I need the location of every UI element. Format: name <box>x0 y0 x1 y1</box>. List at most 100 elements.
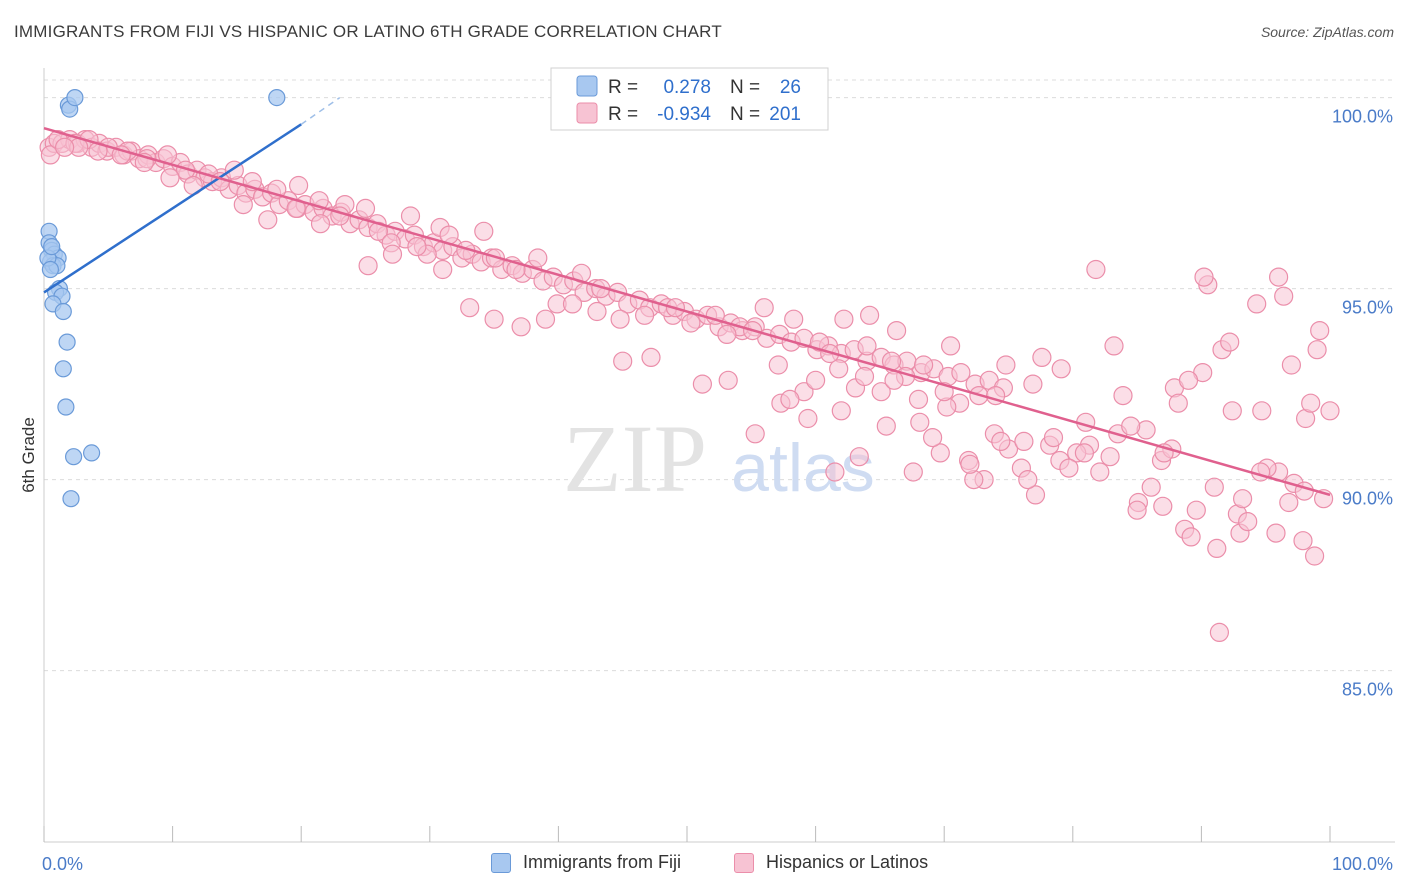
hisp-point-271 <box>829 359 849 379</box>
hisp-point-237 <box>1141 477 1161 497</box>
hisp-point-168 <box>930 443 950 463</box>
axis-labels: 100.0% 95.0% 90.0% 85.0% 0.0% 100.0% 6th Grade <box>19 107 1393 874</box>
hisp-point-120 <box>474 221 494 241</box>
fiji-point-13 <box>54 302 72 321</box>
hisp-point-225 <box>871 382 891 402</box>
hisp-point-257 <box>1207 538 1227 559</box>
hisp-point-275 <box>1209 622 1230 643</box>
hisp-point-240 <box>1059 458 1079 478</box>
hisp-point-209 <box>1279 492 1299 513</box>
hisp-point-255 <box>1268 267 1289 287</box>
trend-lines <box>43 96 1331 497</box>
fiji-trend-line <box>43 123 302 294</box>
hisp-point-143 <box>1023 374 1043 394</box>
hisp-point-134 <box>784 309 804 329</box>
hisp-point-266 <box>960 454 980 474</box>
fiji-point-22 <box>66 88 84 107</box>
hisp-point-185 <box>484 309 504 329</box>
hisp-point-213 <box>1186 500 1206 520</box>
legend-r-label-hisp: R = <box>608 104 638 125</box>
hisp-point-176 <box>718 370 738 390</box>
hisp-point-128 <box>634 305 655 325</box>
hisp-point-205 <box>1281 355 1302 375</box>
y-tick-label-100: 100.0% <box>1332 107 1393 127</box>
hisp-point-183 <box>535 309 556 329</box>
hisp-point-256 <box>1232 489 1253 509</box>
hisp-point-189 <box>382 244 403 264</box>
hisp-point-254 <box>1307 340 1327 360</box>
hisp-point-112 <box>355 198 376 218</box>
hisp-point-234 <box>1220 332 1240 352</box>
axes <box>43 68 1395 843</box>
hisp-point-238 <box>1113 386 1133 406</box>
hisp-point-253 <box>1310 321 1330 341</box>
hisp-point-115 <box>400 206 421 226</box>
hisp-point-187 <box>433 259 453 280</box>
hisp-point-277 <box>1153 496 1173 516</box>
hisp-point-276 <box>1181 527 1201 547</box>
hisp-point-232 <box>1274 286 1294 306</box>
hisp-point-204 <box>1301 393 1321 413</box>
y-tick-label-95: 95.0% <box>1342 298 1393 318</box>
legend-r-value-hisp: -0.934 <box>657 104 711 125</box>
legend-box: R = 0.278 N = 26 R = -0.934 N = 201 <box>550 67 829 131</box>
hisp-point-247 <box>884 370 904 390</box>
hisp-point-179 <box>641 347 661 367</box>
x-tick-label-0: 0.0% <box>42 854 83 874</box>
bottom-legend-fiji: Immigrants from Fiji <box>491 852 681 873</box>
hisp-point-216 <box>1104 336 1124 356</box>
hisp-point-150 <box>1222 401 1242 421</box>
hisp-point-273 <box>1266 523 1286 543</box>
fiji-point-18 <box>82 444 101 462</box>
hisp-point-186 <box>460 298 480 318</box>
hisp-point-219 <box>1025 485 1046 505</box>
legend-r-label-fiji: R = <box>608 77 638 98</box>
hisp-point-140 <box>940 336 961 356</box>
hisp-point-162 <box>1090 462 1110 482</box>
legend-n-value-hisp: 201 <box>769 104 801 125</box>
x-tick-label-100: 100.0% <box>1332 854 1393 874</box>
hisp-point-181 <box>587 301 607 322</box>
hisp-point-194 <box>258 210 278 230</box>
chart-title: IMMIGRANTS FROM FIJI VS HISPANIC OR LATI… <box>14 22 722 41</box>
hisp-point-242 <box>1018 470 1038 490</box>
hisp-point-188 <box>407 237 427 257</box>
fiji-point-25 <box>43 238 61 256</box>
hisp-point-133 <box>754 298 774 318</box>
hisp-point-201 <box>88 141 108 161</box>
hisp-point-184 <box>511 317 531 337</box>
hisp-point-248 <box>857 336 877 356</box>
hisp-point-260 <box>1127 500 1147 520</box>
bottom-legend-hisp: Hispanics or Latinos <box>734 852 928 873</box>
fiji-point-24 <box>41 260 60 279</box>
hisp-point-239 <box>1086 259 1106 280</box>
hisp-point-158 <box>1204 477 1224 497</box>
hisp-point-151 <box>1252 401 1272 421</box>
hisp-point-182 <box>562 294 583 314</box>
hispanic-points <box>39 130 1340 643</box>
bottom-legend: Immigrants from Fiji Hispanics or Latino… <box>0 852 1406 878</box>
hisp-point-175 <box>745 424 765 444</box>
hisp-point-172 <box>825 462 845 482</box>
hisp-point-173 <box>798 408 818 429</box>
hisp-point-241 <box>1032 347 1052 367</box>
hisp-point-274 <box>1238 511 1258 532</box>
hisp-point-251 <box>780 389 800 409</box>
legend-r-value-fiji: 0.278 <box>663 77 711 98</box>
hisp-point-123 <box>528 248 548 268</box>
fiji-trend-extension <box>300 96 341 125</box>
hisp-point-223 <box>922 428 943 448</box>
bottom-legend-label-hisp: Hispanics or Latinos <box>766 852 929 872</box>
fiji-point-15 <box>54 360 72 378</box>
hisp-point-262 <box>1074 443 1095 463</box>
hisp-point-161 <box>1121 416 1141 436</box>
hisp-point-130 <box>681 313 701 333</box>
hisp-point-231 <box>717 324 737 344</box>
hisp-point-138 <box>886 321 907 341</box>
hisp-point-236 <box>1168 393 1188 413</box>
hisp-point-250 <box>805 370 826 390</box>
y-axis-title: 6th Grade <box>19 417 38 493</box>
hisp-point-136 <box>834 309 854 329</box>
fiji-point-14 <box>58 333 76 351</box>
